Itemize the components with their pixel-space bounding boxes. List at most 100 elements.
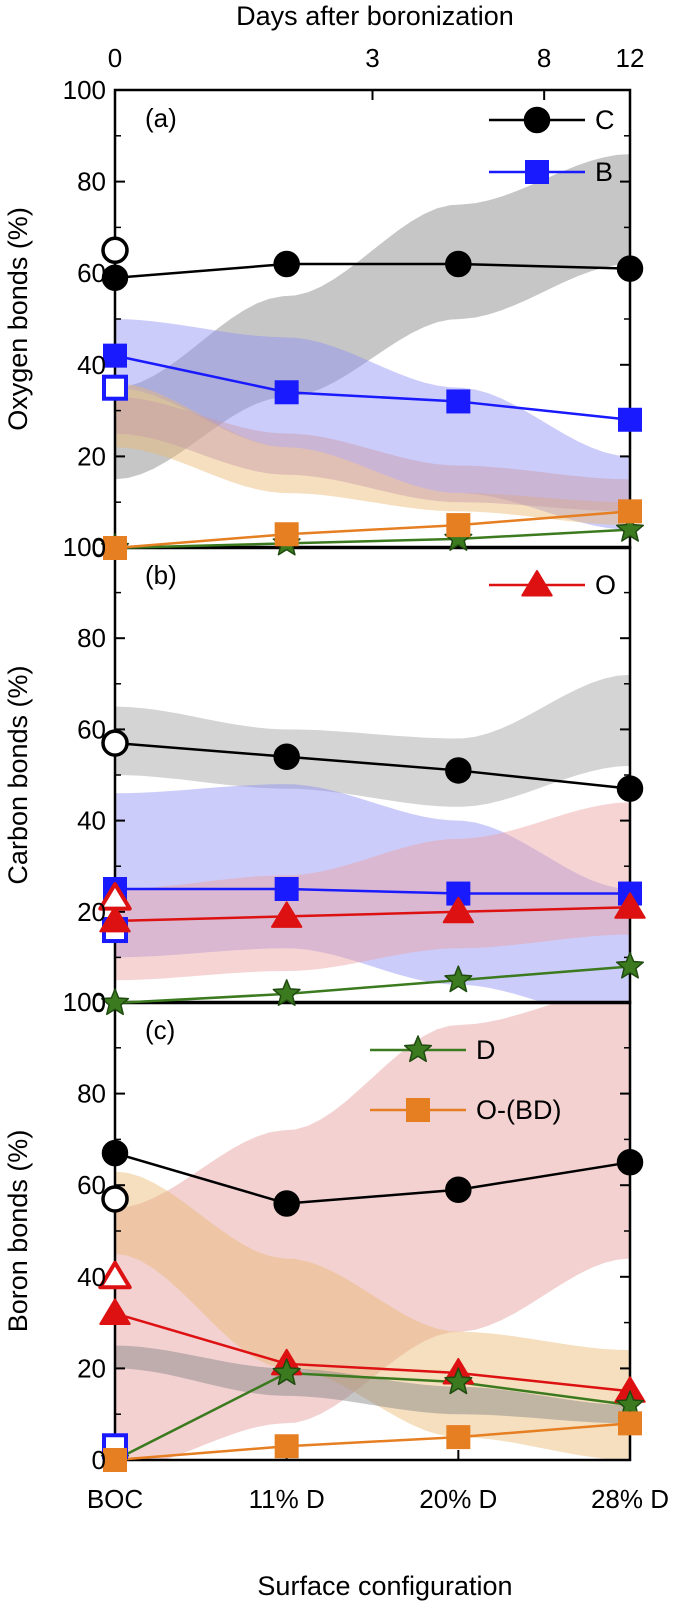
data-point [446,389,471,414]
open-data-point [102,374,128,401]
data-point [615,951,645,979]
x-tick-label: BOC [87,1484,143,1514]
data-point [444,1367,473,1395]
x-tick-label: 28% D [591,1484,669,1514]
legend-label: O [595,570,616,600]
legend-marker [403,1035,433,1063]
uncertainty-band [115,383,630,526]
data-point [616,255,644,282]
uncertainty-band [115,1002,630,1460]
data-point [615,1390,645,1418]
series-line [115,887,630,895]
panel-label: (a) [145,103,177,133]
data-point [101,1139,129,1167]
data-point [445,250,472,278]
y-axis-title: Boron bonds (%) [3,1130,33,1333]
data-point [616,775,644,802]
legend-label: C [595,105,615,135]
data-point [446,1425,471,1450]
series-line [114,510,631,550]
y-tick-label: 20 [77,441,106,471]
panel-label: (c) [145,1015,175,1045]
data-point [273,743,300,771]
series-line [114,1371,631,1462]
data-point [618,499,642,524]
uncertainty-band [115,319,630,530]
data-point [445,1176,472,1204]
open-data-point [101,729,129,757]
y-tick-label: 0 [92,1445,106,1475]
open-data-point [101,1185,129,1213]
y-tick-label: 40 [77,806,106,836]
uncertainty-band [115,396,630,512]
data-point [445,757,472,784]
series-line [114,1422,631,1462]
lines-layer [114,262,631,1462]
series-line [114,1312,631,1393]
data-point [103,1448,127,1472]
data-point [614,892,646,919]
y-tick-label: 100 [63,987,106,1017]
top-tick-label: 12 [616,43,645,73]
panel-label: (b) [145,560,177,590]
series-line [114,905,631,923]
legend-label: D [476,1035,496,1065]
legend-label: B [595,157,613,187]
top-tick-label: 8 [537,43,551,73]
y-tick-label: 20 [77,897,106,927]
top-tick-label: 3 [365,43,379,73]
y-tick-label: 60 [77,258,106,288]
data-point [446,513,471,538]
panel-2-bands [115,1002,630,1460]
series-line [114,965,631,1005]
top-axis-title: Days after boronization [236,1,514,31]
data-point [616,1149,644,1176]
data-point [272,1358,301,1386]
legend-marker [523,106,551,134]
y-axis-title: Carbon bonds (%) [3,665,33,884]
data-point [270,901,303,928]
uncertainty-band [115,1345,630,1424]
y-tick-label: 80 [77,1079,106,1109]
data-point [274,1434,299,1459]
data-point [99,905,131,933]
data-point [273,250,300,278]
data-point [99,1298,131,1325]
legend-marker [525,160,549,184]
x-tick-label: 11% D [249,1484,325,1514]
panel-0-bands [115,154,630,530]
panel-1-bands [115,674,630,1003]
data-point [100,988,130,1016]
series-line [114,528,631,550]
series-line [114,1151,631,1205]
series-line [114,262,631,280]
data-point [101,264,129,292]
y-tick-label: 100 [63,75,106,105]
series-line [114,741,631,790]
top-tick-label: 0 [108,43,122,73]
y-tick-label: 40 [77,1262,106,1292]
y-axis-title: Oxygen bonds (%) [3,207,33,431]
data-point [618,407,642,432]
x-axis-title: Surface configuration [257,1571,512,1601]
y-tick-label: 100 [63,532,106,562]
y-tick-label: 0 [92,533,106,563]
uncertainty-band [115,784,630,1003]
markers-layer [98,236,646,1473]
data-point [273,1190,300,1217]
uncertainty-band [115,154,630,480]
data-point [444,965,473,993]
series-line [114,354,631,422]
data-point [272,979,301,1006]
data-point [274,380,299,405]
y-tick-label: 0 [92,988,106,1018]
data-point [615,514,645,542]
legend-marker [406,1098,430,1122]
legend-marker [521,570,553,597]
frame-layer [113,88,632,1462]
y-tick-label: 20 [77,1353,106,1383]
bands-layer [115,154,630,1460]
legend-label: O-(BD) [476,1095,561,1125]
y-tick-label: 40 [77,350,106,380]
